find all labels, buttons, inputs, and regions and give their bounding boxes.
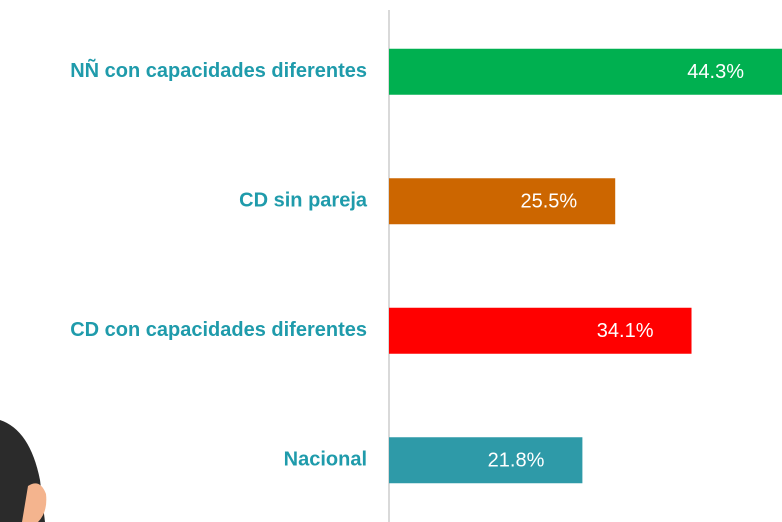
- value-label: 21.8%: [488, 450, 545, 472]
- value-label: 25.5%: [521, 191, 578, 213]
- bar: [389, 178, 616, 225]
- category-label: Nacional: [284, 449, 367, 471]
- category-label: NÑ con capacidades diferentes: [70, 59, 367, 82]
- value-label: 34.1%: [597, 320, 654, 342]
- bar: [389, 307, 692, 354]
- value-label: 44.3%: [687, 61, 744, 83]
- illustration: [0, 420, 47, 522]
- category-label: CD con capacidades diferentes: [70, 319, 367, 341]
- category-label: CD sin pareja: [239, 190, 368, 212]
- bar: [389, 48, 782, 95]
- bar: [389, 437, 583, 484]
